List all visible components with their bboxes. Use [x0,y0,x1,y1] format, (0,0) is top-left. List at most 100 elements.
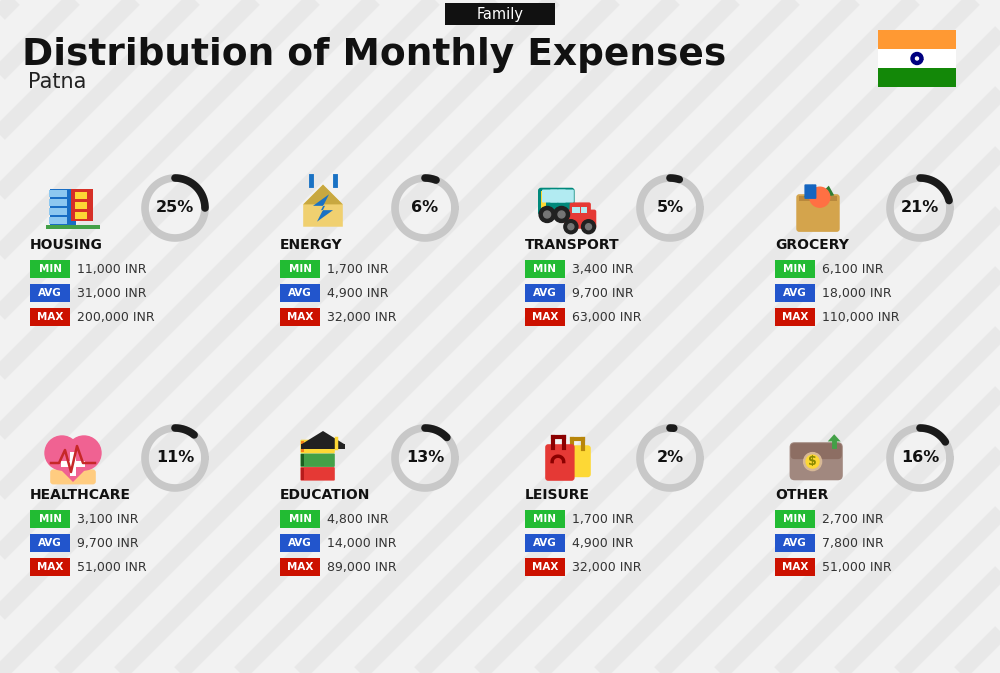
FancyBboxPatch shape [50,189,76,227]
FancyBboxPatch shape [878,49,956,68]
Text: 3,100 INR: 3,100 INR [77,513,138,526]
FancyBboxPatch shape [58,199,67,206]
Text: 7,800 INR: 7,800 INR [822,536,884,549]
Polygon shape [313,194,333,221]
Text: MIN: MIN [534,264,556,274]
Text: 6,100 INR: 6,100 INR [822,262,884,275]
Circle shape [582,219,596,234]
Text: 4,900 INR: 4,900 INR [572,536,634,549]
Text: 4,800 INR: 4,800 INR [327,513,389,526]
Text: 3,400 INR: 3,400 INR [572,262,634,275]
FancyBboxPatch shape [775,558,815,576]
Text: AVG: AVG [288,288,312,298]
FancyBboxPatch shape [280,308,320,326]
FancyBboxPatch shape [301,454,304,466]
Text: MIN: MIN [784,514,806,524]
Text: MAX: MAX [287,312,313,322]
FancyBboxPatch shape [804,184,816,199]
Text: MAX: MAX [532,562,558,572]
Text: MAX: MAX [532,312,558,322]
Text: 1,700 INR: 1,700 INR [327,262,389,275]
FancyBboxPatch shape [30,558,70,576]
FancyBboxPatch shape [791,444,842,459]
FancyBboxPatch shape [280,260,320,278]
FancyBboxPatch shape [545,444,575,481]
Text: MIN: MIN [38,264,62,274]
Text: 11%: 11% [156,450,194,466]
Text: MIN: MIN [784,264,806,274]
Text: 5%: 5% [656,201,684,215]
FancyBboxPatch shape [30,534,70,552]
FancyBboxPatch shape [775,308,815,326]
Text: 9,700 INR: 9,700 INR [572,287,634,299]
Text: 31,000 INR: 31,000 INR [77,287,146,299]
Text: AVG: AVG [533,538,557,548]
Circle shape [586,223,592,229]
Text: Distribution of Monthly Expenses: Distribution of Monthly Expenses [22,37,726,73]
Text: EDUCATION: EDUCATION [280,488,370,502]
Text: 200,000 INR: 200,000 INR [77,310,155,324]
FancyBboxPatch shape [878,68,956,87]
FancyBboxPatch shape [525,558,565,576]
Text: GROCERY: GROCERY [775,238,849,252]
Text: OTHER: OTHER [775,488,828,502]
Circle shape [558,211,565,218]
FancyBboxPatch shape [58,190,67,197]
Text: MIN: MIN [534,514,556,524]
Polygon shape [47,456,99,482]
FancyBboxPatch shape [75,192,87,199]
Text: Family: Family [477,7,524,22]
FancyBboxPatch shape [280,510,320,528]
Text: 18,000 INR: 18,000 INR [822,287,892,299]
Circle shape [806,455,819,468]
Polygon shape [303,184,343,205]
FancyBboxPatch shape [301,441,304,452]
Text: MIN: MIN [38,514,62,524]
FancyBboxPatch shape [796,194,840,232]
Text: 14,000 INR: 14,000 INR [327,536,396,549]
FancyBboxPatch shape [558,190,574,203]
FancyBboxPatch shape [790,442,843,481]
FancyBboxPatch shape [542,190,558,203]
Text: 11,000 INR: 11,000 INR [77,262,146,275]
Text: AVG: AVG [783,538,807,548]
FancyBboxPatch shape [58,208,67,215]
Text: 63,000 INR: 63,000 INR [572,310,642,324]
Text: MAX: MAX [782,312,808,322]
FancyBboxPatch shape [541,190,546,212]
Text: $: $ [808,455,817,468]
Circle shape [911,52,923,65]
FancyBboxPatch shape [301,444,345,449]
FancyBboxPatch shape [61,461,85,467]
Text: 2,700 INR: 2,700 INR [822,513,884,526]
Circle shape [810,187,830,207]
FancyBboxPatch shape [280,558,320,576]
Text: 51,000 INR: 51,000 INR [822,561,892,573]
FancyBboxPatch shape [525,510,565,528]
FancyBboxPatch shape [30,308,70,326]
Circle shape [544,211,551,218]
Text: TRANSPORT: TRANSPORT [525,238,620,252]
Circle shape [916,57,918,60]
FancyBboxPatch shape [581,207,587,213]
FancyBboxPatch shape [70,452,76,476]
FancyBboxPatch shape [565,446,591,477]
FancyBboxPatch shape [300,454,335,467]
Text: 89,000 INR: 89,000 INR [327,561,397,573]
FancyBboxPatch shape [775,534,815,552]
Text: AVG: AVG [783,288,807,298]
FancyBboxPatch shape [775,260,815,278]
FancyBboxPatch shape [49,217,58,224]
Text: HEALTHCARE: HEALTHCARE [30,488,131,502]
Text: 21%: 21% [901,201,939,215]
FancyBboxPatch shape [300,467,335,481]
FancyBboxPatch shape [50,469,96,485]
Text: MIN: MIN [288,264,312,274]
FancyBboxPatch shape [525,534,565,552]
FancyBboxPatch shape [445,3,555,25]
Text: 13%: 13% [406,450,444,466]
FancyBboxPatch shape [570,203,591,217]
FancyBboxPatch shape [878,30,956,49]
Circle shape [564,219,578,234]
FancyBboxPatch shape [550,190,566,203]
